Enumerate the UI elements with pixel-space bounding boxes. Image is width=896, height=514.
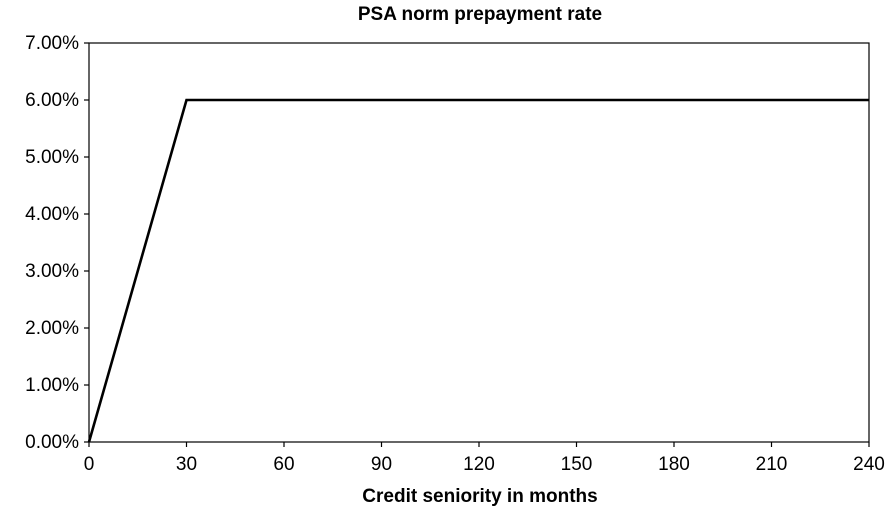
x-axis: 0 30 60 90 120 150 180 210 240 (84, 442, 885, 475)
y-tick-label: 1.00% (25, 375, 79, 396)
x-tick-label: 0 (84, 454, 95, 475)
x-tick-label: 210 (756, 454, 788, 475)
series-line (87, 98, 869, 443)
x-tick-label: 120 (463, 454, 495, 475)
plot-area (88, 42, 870, 443)
y-tick-label: 6.00% (25, 90, 79, 111)
y-tick-label: 2.00% (25, 318, 79, 339)
y-tick-label: 0.00% (25, 432, 79, 453)
x-axis-label: Credit seniority in months (362, 486, 597, 507)
x-tick-label: 30 (176, 454, 197, 475)
y-tick-label: 4.00% (25, 204, 79, 225)
x-tick-label: 90 (371, 454, 392, 475)
y-tick-label: 7.00% (25, 33, 79, 54)
chart-title: PSA norm prepayment rate (358, 4, 602, 25)
x-tick-label: 60 (273, 454, 294, 475)
y-tick-label: 5.00% (25, 147, 79, 168)
y-axis: 0.00% 1.00% 2.00% 3.00% 4.00% 5.00% 6.00% 7.00% (25, 33, 89, 453)
x-tick-label: 150 (561, 454, 593, 475)
x-tick-label: 240 (853, 454, 885, 475)
series-layer (87, 98, 869, 443)
x-tick-label: 180 (658, 454, 690, 475)
y-tick-label: 3.00% (25, 261, 79, 282)
